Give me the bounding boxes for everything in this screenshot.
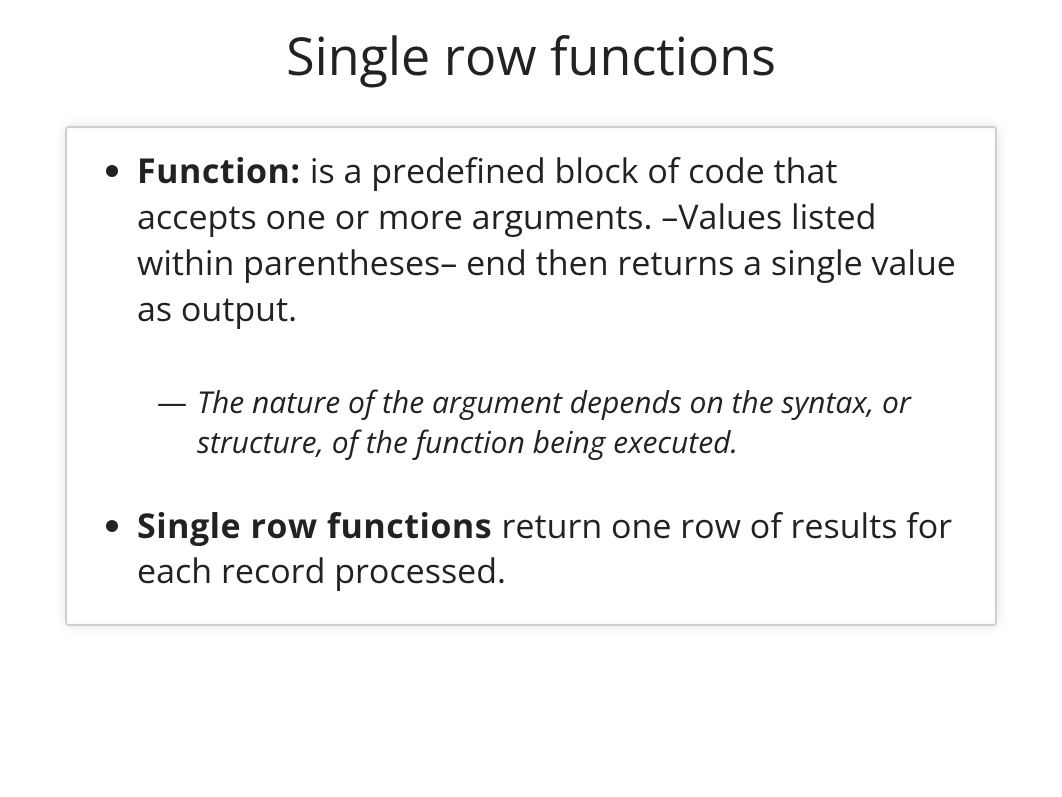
bullet-term: Single row functions xyxy=(137,502,501,548)
bullet-term: Function: xyxy=(137,147,310,193)
sub-item: The nature of the argument depends on th… xyxy=(197,382,965,463)
bullet-item: Single row functions return one row of r… xyxy=(137,503,965,595)
slide-title: Single row functions xyxy=(30,20,1032,91)
content-box: Function: is a predefined block of code … xyxy=(65,126,997,626)
slide: Single row functions Function: is a pred… xyxy=(0,0,1062,797)
bullet-item: Function: is a predefined block of code … xyxy=(137,148,965,463)
bullet-list: Function: is a predefined block of code … xyxy=(97,148,965,594)
sub-list: The nature of the argument depends on th… xyxy=(137,382,965,463)
